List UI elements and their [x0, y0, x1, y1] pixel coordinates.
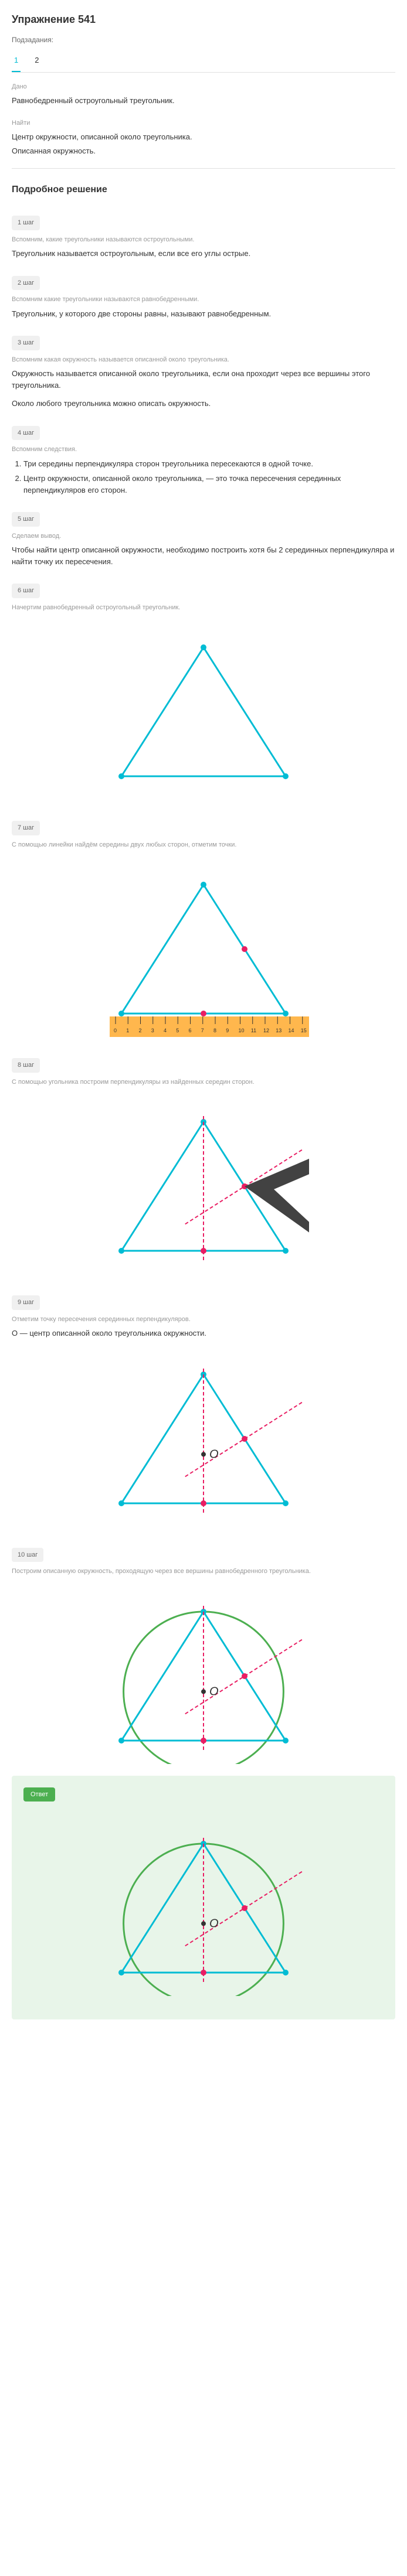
exercise-title: Упражнение 541 [12, 12, 395, 28]
step-hint-6: Начертим равнобедренный остроугольный тр… [12, 603, 395, 613]
tabs: 1 2 [12, 50, 395, 73]
step-text-2: Треугольник, у которого две стороны равн… [12, 308, 395, 320]
svg-text:9: 9 [226, 1028, 229, 1033]
step-hint-2: Вспомним какие треугольники называются р… [12, 295, 395, 305]
svg-text:10: 10 [239, 1028, 245, 1033]
step-badge-9: 9 шаг [12, 1295, 40, 1310]
step-list-4: Три середины перпендикуляра сторон треуг… [23, 458, 395, 496]
svg-text:13: 13 [276, 1028, 281, 1033]
svg-text:14: 14 [289, 1028, 294, 1033]
solution-title: Подробное решение [12, 183, 395, 197]
divider [12, 168, 395, 169]
svg-text:15: 15 [301, 1028, 307, 1033]
step-list-item-4-2: Центр окружности, описанной около треуго… [23, 473, 395, 496]
svg-text:O: O [209, 1448, 219, 1461]
svg-text:0: 0 [114, 1028, 117, 1033]
step-hint-9: Отметим точку пересечения серединных пер… [12, 1315, 395, 1325]
step-hint-4: Вспомним следствия. [12, 445, 395, 455]
subtask-label: Подзадания: [12, 35, 395, 45]
svg-text:4: 4 [164, 1028, 167, 1033]
step-badge-10: 10 шаг [12, 1548, 43, 1562]
step-badge-8: 8 шаг [12, 1058, 40, 1073]
step-hint-1: Вспомним, какие треугольники называются … [12, 235, 395, 245]
svg-text:O: O [209, 1685, 219, 1698]
step-figure-6 [12, 624, 395, 800]
answer-label: Ответ [23, 1787, 55, 1802]
step-figure-9: O [12, 1351, 395, 1527]
step-hint-8: С помощью угольника построим перпендикул… [12, 1077, 395, 1087]
step-hint-7: С помощью линейки найдём середины двух л… [12, 840, 395, 850]
svg-text:1: 1 [126, 1028, 129, 1033]
svg-text:7: 7 [201, 1028, 204, 1033]
answer-block: Ответ O [12, 1776, 395, 2020]
step-figure-7: 012345678910111213141516 [12, 861, 395, 1037]
step-badge-6: 6 шаг [12, 584, 40, 598]
step-list-item-4-1: Три середины перпендикуляра сторон треуг… [23, 458, 395, 470]
step-text-9: O — центр описанной около треугольника о… [12, 1328, 395, 1339]
find-answer-type: Описанная окружность. [12, 145, 395, 157]
given-label: Дано [12, 82, 395, 92]
step-badge-5: 5 шаг [12, 512, 40, 527]
svg-text:11: 11 [251, 1028, 256, 1033]
svg-text:12: 12 [263, 1028, 269, 1033]
step-text-5: Чтобы найти центр описанной окружности, … [12, 544, 395, 567]
svg-text:8: 8 [213, 1028, 216, 1033]
step-badge-7: 7 шаг [12, 821, 40, 835]
step-text2-3: Около любого треугольника можно описать … [12, 398, 395, 410]
find-text: Центр окружности, описанной около треуго… [12, 131, 395, 143]
step-text-1: Треугольник называется остроугольным, ес… [12, 248, 395, 260]
svg-text:2: 2 [139, 1028, 142, 1033]
step-badge-1: 1 шаг [12, 216, 40, 230]
step-hint-3: Вспомним какая окружность называется опи… [12, 355, 395, 365]
answer-figure: O [23, 1820, 384, 1996]
step-hint-10: Построим описанную окружность, проходящу… [12, 1567, 395, 1577]
step-text-3: Окружность называется описанной около тр… [12, 368, 395, 391]
given-text: Равнобедренный остроугольный треугольник… [12, 95, 395, 107]
step-badge-3: 3 шаг [12, 336, 40, 350]
svg-text:6: 6 [189, 1028, 192, 1033]
svg-text:5: 5 [176, 1028, 179, 1033]
find-label: Найти [12, 118, 395, 128]
step-badge-2: 2 шаг [12, 276, 40, 291]
step-badge-4: 4 шаг [12, 426, 40, 441]
svg-text:3: 3 [151, 1028, 154, 1033]
given-block: Дано Равнобедренный остроугольный треуго… [12, 82, 395, 107]
step-figure-8 [12, 1098, 395, 1274]
find-block: Найти Центр окружности, описанной около … [12, 118, 395, 157]
svg-text:O: O [209, 1917, 219, 1930]
tab-1[interactable]: 1 [12, 50, 21, 72]
tab-2[interactable]: 2 [32, 50, 41, 72]
step-figure-10: O [12, 1588, 395, 1764]
step-hint-5: Сделаем вывод. [12, 531, 395, 541]
